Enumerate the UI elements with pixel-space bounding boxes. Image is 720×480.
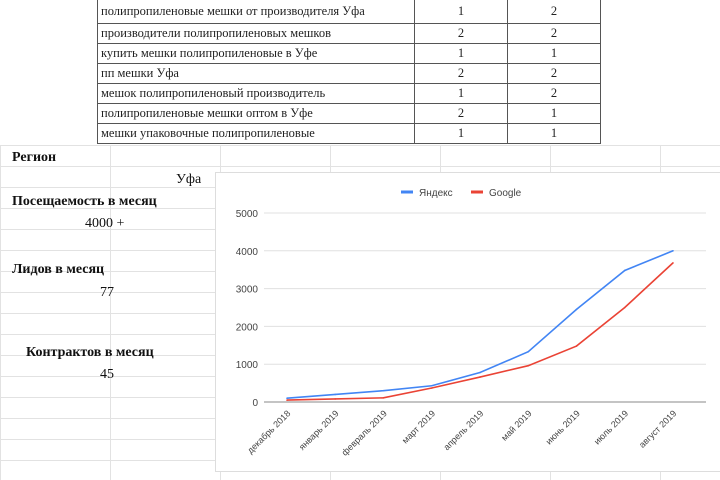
count-cell: 1 (414, 43, 508, 64)
count-cell: 2 (414, 23, 508, 44)
y-tick-label: 4000 (236, 247, 259, 258)
count-cell: 1 (507, 123, 601, 144)
x-tick-label: март 2019 (400, 408, 437, 445)
data-point (334, 393, 337, 396)
data-point (382, 389, 385, 392)
series-line-Google (286, 262, 674, 401)
legend-label: Google (489, 188, 522, 199)
count-cell: 2 (414, 103, 508, 124)
keyword-cell: мешок полипропиленовый производитель (97, 83, 415, 104)
count-cell: 2 (507, 0, 601, 24)
chart-svg: 0 1000 2000 3000 4000 5000 декабрь 2018 январь … (236, 188, 706, 458)
keyword-cell: производители полипропиленовых мешков (97, 23, 415, 44)
x-tick-label: декабрь 2018 (245, 408, 292, 455)
count-cell: 1 (414, 83, 508, 104)
table-row: производители полипропиленовых мешков 2 2 (97, 23, 601, 44)
x-tick-label: август 2019 (637, 408, 678, 449)
data-point (382, 397, 385, 399)
leads-label: Лидов в месяц (12, 262, 105, 277)
data-point (479, 371, 481, 374)
series-line-Яндекс (286, 250, 674, 400)
count-cell: 2 (507, 63, 601, 84)
count-cell: 2 (507, 83, 601, 104)
data-point (334, 398, 337, 400)
keyword-cell: купить мешки полипропиленовые в Уфе (97, 43, 415, 64)
count-cell: 1 (507, 103, 601, 124)
count-cell: 2 (414, 63, 508, 84)
keywords-table: полипропиленовые мешки от производителя … (97, 0, 601, 144)
region-value[interactable]: Уфа (176, 172, 202, 187)
y-tick-label: 0 (252, 398, 258, 409)
x-tick-label: июль 2019 (592, 408, 630, 446)
y-tick-label: 2000 (236, 322, 259, 333)
data-point (430, 387, 433, 389)
data-point (286, 399, 288, 401)
y-tick-label: 1000 (236, 360, 259, 371)
traffic-label: Посещаемость в месяц (12, 194, 157, 209)
keyword-cell: мешки упаковочные полипропиленовые (97, 123, 415, 144)
table-row: мешок полипропиленовый производитель 1 2 (97, 83, 601, 104)
table-row: пп мешки Уфа 2 2 (97, 63, 601, 84)
x-tick-label: июнь 2019 (544, 408, 582, 446)
x-tick-label: май 2019 (499, 408, 533, 442)
data-point (430, 384, 433, 387)
contracts-value[interactable]: 45 (100, 367, 114, 382)
data-point (672, 262, 674, 264)
data-point (623, 269, 626, 272)
y-tick-label: 5000 (236, 209, 259, 220)
data-point (575, 308, 578, 311)
x-tick-label: январь 2019 (297, 408, 341, 452)
count-cell: 1 (414, 0, 508, 24)
x-tick-label: апрель 2019 (442, 408, 486, 452)
y-tick-label: 3000 (236, 285, 259, 296)
legend-label: Яндекс (419, 188, 453, 199)
data-point (672, 250, 674, 252)
table-row: полипропиленовые мешки оптом в Уфе 2 1 (97, 103, 601, 124)
data-point (286, 397, 288, 400)
table-row: купить мешки полипропиленовые в Уфе 1 1 (97, 43, 601, 64)
data-point (479, 376, 481, 378)
line-chart[interactable]: 0 1000 2000 3000 4000 5000 декабрь 2018 январь … (215, 172, 720, 472)
x-tick-label: февраль 2019 (340, 408, 389, 457)
keyword-cell: полипропиленовые мешки оптом в Уфе (97, 103, 415, 124)
data-point (623, 306, 626, 309)
keyword-cell: пп мешки Уфа (97, 63, 415, 84)
table-row: полипропиленовые мешки от производителя … (97, 0, 601, 24)
leads-value[interactable]: 77 (100, 285, 114, 300)
count-cell: 1 (507, 43, 601, 64)
data-point (575, 345, 578, 347)
data-point (527, 364, 530, 367)
contracts-label: Контрактов в месяц (26, 345, 154, 360)
data-point (527, 350, 530, 353)
keyword-cell: полипропиленовые мешки от производителя … (97, 0, 415, 24)
count-cell: 2 (507, 23, 601, 44)
table-row: мешки упаковочные полипропиленовые 1 1 (97, 123, 601, 144)
count-cell: 1 (414, 123, 508, 144)
region-label: Регион (12, 150, 57, 165)
traffic-value[interactable]: 4000 + (85, 216, 125, 231)
